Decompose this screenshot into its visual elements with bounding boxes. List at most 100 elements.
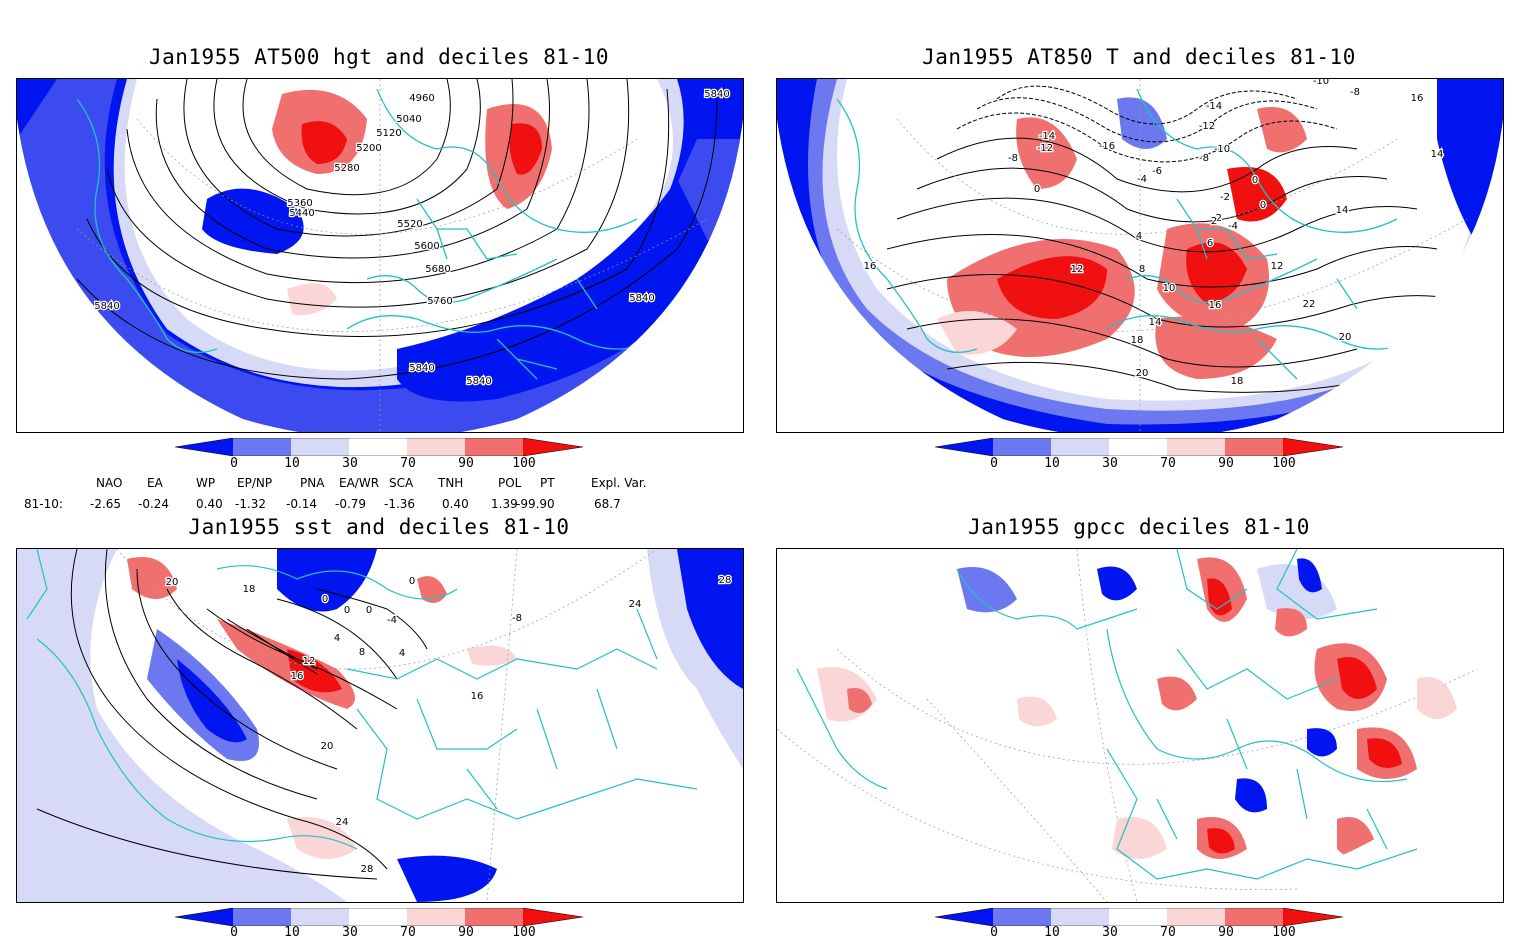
index-value-nao: -2.65 <box>90 497 122 511</box>
contour-label: 12 <box>303 656 316 667</box>
contour-label: 4960 <box>409 93 434 104</box>
map-t850: -10 -8 -14 -12 -16 -14 -12 -10 -8 -6 -4 -2 0 2 4 6 8 10 12… <box>776 78 1504 433</box>
index-row-label: 81-10: <box>24 497 63 511</box>
contour-label: -10 <box>1313 79 1329 87</box>
contour-label: -10 <box>1214 144 1230 155</box>
contour-label: 5680 <box>425 264 450 275</box>
contour-label: 5840 <box>629 293 654 304</box>
contour-label: -14 <box>1206 101 1222 112</box>
index-header-wp: WP <box>196 476 216 490</box>
index-value-pt: -99.90 <box>516 497 555 511</box>
index-value-tnh: 0.40 <box>442 497 469 511</box>
contour-label: -16 <box>1099 141 1115 152</box>
map-gpcc <box>776 548 1504 903</box>
contour-label: 24 <box>336 817 349 828</box>
index-value-epnp: -1.32 <box>235 497 267 511</box>
contour-label: 5440 <box>289 208 314 219</box>
colorbar-bottom-right <box>935 908 1344 926</box>
index-header-ea: EA <box>147 476 163 490</box>
contour-label: 0 <box>1034 184 1040 195</box>
contour-label: 5040 <box>396 114 421 125</box>
contour-label: 4 <box>334 633 340 644</box>
contour-label: 5200 <box>356 143 381 154</box>
contour-label: 18 <box>1131 335 1144 346</box>
contour-label: 14 <box>1431 149 1444 160</box>
index-header-eawr: EA/WR <box>339 476 380 490</box>
panel-title-gpcc: Jan1955 gpcc deciles 81-10 <box>968 515 1310 539</box>
contour-label: 10 <box>1163 283 1176 294</box>
index-header-epnp: EP/NP <box>237 476 273 490</box>
map-hgt500: 4960 5040 5120 5200 5280 5360 5440 5520 5600 5680… <box>16 78 744 433</box>
contour-label: 12 <box>1071 264 1084 275</box>
contour-label: 0 <box>1252 175 1258 186</box>
contour-label: -12 <box>1037 143 1053 154</box>
contour-label: -2 <box>1212 213 1222 224</box>
contour-label: 0 <box>366 605 372 616</box>
contour-label: -6 <box>1152 166 1162 177</box>
contour-label: 20 <box>166 577 179 588</box>
index-header-pt: PT <box>540 476 555 490</box>
colorbar-top-left <box>175 438 584 456</box>
contour-label: 24 <box>629 599 642 610</box>
contour-label: 20 <box>1339 332 1352 343</box>
contour-label: -14 <box>1039 131 1055 142</box>
contour-label: 5840 <box>704 89 729 100</box>
contour-label: 6 <box>1207 238 1213 249</box>
index-value-pna: -0.14 <box>286 497 318 511</box>
contour-label: -4 <box>1228 221 1238 232</box>
contour-label: 0 <box>1260 200 1266 211</box>
contour-label: -12 <box>1199 121 1215 132</box>
contour-label: 5280 <box>334 163 359 174</box>
index-header-expl-var: Expl. Var. <box>591 476 647 490</box>
contour-label: -8 <box>1350 87 1360 98</box>
contour-label: -8 <box>1008 153 1018 164</box>
index-value-expl-var: 68.7 <box>594 497 621 511</box>
contour-label: -8 <box>1199 153 1209 164</box>
contour-label: 28 <box>719 575 732 586</box>
contour-label: 5840 <box>94 301 119 312</box>
teleconnection-indices: NAO EA WP EP/NP PNA EA/WR SCA TNH POL PT… <box>0 472 760 516</box>
contour-label: 20 <box>321 741 334 752</box>
contour-label: 16 <box>471 691 484 702</box>
contour-label: 16 <box>291 671 304 682</box>
contour-label: 5360 <box>287 198 312 209</box>
index-value-wp: 0.40 <box>196 497 223 511</box>
colorbar-bottom-left <box>175 908 584 926</box>
index-header-tnh: TNH <box>438 476 464 490</box>
contour-label: -4 <box>387 615 397 626</box>
index-header-pna: PNA <box>300 476 325 490</box>
index-value-sca: -1.36 <box>384 497 416 511</box>
contour-label: 8 <box>1139 264 1145 275</box>
contour-label: 28 <box>361 864 374 875</box>
map-sst: 28 -8 20 0 0 0 0 4 8 12 16 20 24 28 24 16 18 4 -4 <box>16 548 744 903</box>
contour-label: 16 <box>1411 93 1424 104</box>
contour-label: 14 <box>1336 205 1349 216</box>
contour-label: -8 <box>512 613 522 624</box>
contour-label: 8 <box>359 647 365 658</box>
contour-label: 5840 <box>466 376 491 387</box>
index-header-pol: POL <box>498 476 522 490</box>
index-header-nao: NAO <box>96 476 123 490</box>
contour-label: 0 <box>409 576 415 587</box>
contour-label: 5120 <box>376 128 401 139</box>
contour-label: 12 <box>1271 261 1284 272</box>
contour-label: 0 <box>344 605 350 616</box>
index-value-eawr: -0.79 <box>335 497 367 511</box>
panel-title-t850: Jan1955 AT850 T and deciles 81-10 <box>922 45 1356 69</box>
contour-label: 18 <box>1231 376 1244 387</box>
contour-label: 4 <box>399 648 405 659</box>
contour-label: 4 <box>1136 231 1142 242</box>
contour-label: 16 <box>864 261 877 272</box>
contour-label: 20 <box>1136 368 1149 379</box>
contour-label: 18 <box>243 584 256 595</box>
contour-label: -4 <box>1137 174 1147 185</box>
contour-label: 14 <box>1149 317 1162 328</box>
contour-label: -2 <box>1220 192 1230 203</box>
contour-label: 5760 <box>427 296 452 307</box>
contour-label: 5600 <box>414 241 439 252</box>
contour-label: 5520 <box>397 219 422 230</box>
contour-label: 22 <box>1303 299 1316 310</box>
contour-label: 0 <box>322 594 328 605</box>
contour-label: 5840 <box>409 363 434 374</box>
panel-title-sst: Jan1955 sst and deciles 81-10 <box>188 515 570 539</box>
